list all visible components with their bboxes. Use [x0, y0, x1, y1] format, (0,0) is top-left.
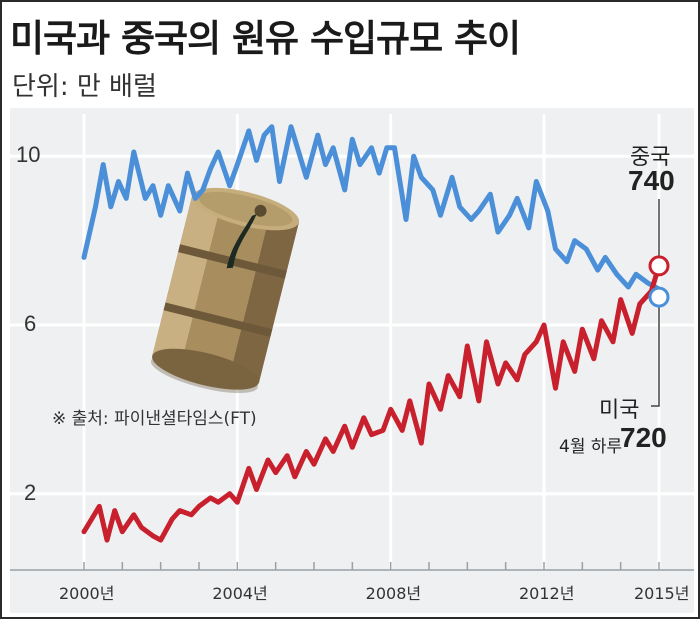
x-tick-label: 2004년	[212, 584, 268, 603]
series-line-china	[81, 263, 662, 543]
us-end-marker	[648, 286, 670, 308]
china-end-marker	[648, 255, 670, 277]
y-tick-label: 6	[24, 310, 37, 336]
source-note: ※ 출처: 파이낸셜타임스(FT)	[52, 409, 257, 429]
y-tick-label: 2	[24, 479, 37, 505]
oil-barrel-illustration	[150, 187, 300, 394]
us-end-note: 4월 하루	[559, 437, 623, 457]
us-leader-line	[651, 307, 660, 407]
china-end-value: 740	[628, 165, 675, 196]
x-tick-label: 2000년	[59, 584, 115, 603]
x-tick-label: 2015년	[634, 584, 690, 603]
unit-label: 단위: 만 배럴	[12, 72, 157, 102]
us-end-value: 720	[620, 422, 667, 453]
x-tick-label: 2008년	[365, 584, 422, 603]
series-line-us	[81, 124, 662, 292]
chart-title: 미국과 중국의 원유 수입규모 추이	[10, 17, 521, 60]
y-tick-label: 10	[16, 142, 41, 168]
china-end-label: 중국	[630, 145, 671, 170]
us-end-label: 미국	[599, 398, 640, 423]
x-tick-label: 2012년	[519, 584, 575, 603]
